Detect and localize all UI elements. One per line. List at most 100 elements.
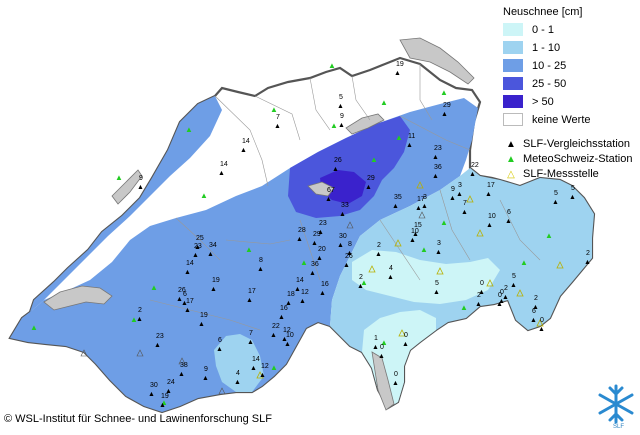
station-value-label: 23 [194, 243, 202, 250]
station-value-label: 24 [167, 379, 175, 386]
slf-station-triangle-icon: ▲ [234, 379, 241, 386]
slf-station-triangle-icon: ▲ [510, 282, 517, 289]
slf-station-triangle-icon: ▲ [432, 173, 439, 180]
svg-text:▲: ▲ [460, 303, 468, 312]
slf-station-triangle-icon: ▲ [338, 122, 345, 129]
zone-0-1-central [352, 250, 500, 304]
legend-label: 1 - 10 [532, 41, 561, 54]
station-value-label: 33 [341, 202, 349, 209]
station-value-label: 29 [313, 231, 321, 238]
slf-measuring-points-dark [80, 211, 426, 395]
station-value-label: 2 [377, 242, 381, 249]
legend-class-no-values: keine Werte [503, 112, 591, 127]
station-value-label: 4 [236, 370, 240, 377]
station-value-label: 14 [296, 277, 304, 284]
station-value-label: 19 [212, 277, 220, 284]
station-value-label: 30 [150, 382, 158, 389]
slf-station-triangle-icon: ▲ [392, 380, 399, 387]
slf-station-triangle-icon: ▲ [210, 286, 217, 293]
station-value-label: 67 [327, 187, 335, 194]
station-value-label: 10 [488, 213, 496, 220]
station-value-label: 14 [220, 161, 228, 168]
legend-swatch [503, 77, 523, 90]
svg-text:▲: ▲ [420, 245, 428, 254]
station-value-label: 36 [434, 164, 442, 171]
legend-class-0-1: 0 - 1 [503, 22, 554, 37]
station-value-label: 7 [276, 114, 280, 121]
slf-station-triangle-icon: ▲ [216, 346, 223, 353]
station-value-label: 23 [319, 220, 327, 227]
station-value-label: 2 [477, 292, 481, 299]
slf-station-triangle-icon: ▲ [502, 294, 509, 301]
svg-text:▲: ▲ [380, 338, 388, 347]
black-triangle-icon: ▲ [506, 138, 516, 150]
svg-text:▲: ▲ [115, 173, 123, 182]
legend-class-1-10: 1 - 10 [503, 40, 560, 55]
station-value-label: 14 [242, 138, 250, 145]
station-value-label: 29 [443, 102, 451, 109]
slf-station-triangle-icon: ▲ [270, 332, 277, 339]
station-value-label: 2 [534, 295, 538, 302]
station-value-label: 2 [359, 274, 363, 281]
station-value-label: 9 [451, 186, 455, 193]
slf-station-triangle-icon: ▲ [538, 326, 545, 333]
slf-station-triangle-icon: ▲ [456, 191, 463, 198]
legend-class-over-50: > 50 [503, 94, 554, 109]
slf-station-triangle-icon: ▲ [402, 341, 409, 348]
svg-text:▲: ▲ [360, 278, 368, 287]
slf-station-triangle-icon: ▲ [433, 289, 440, 296]
station-value-label: 26 [345, 253, 353, 260]
slf-station-triangle-icon: ▲ [332, 166, 339, 173]
station-value-label: 3 [458, 182, 462, 189]
slf-station-triangle-icon: ▲ [337, 103, 344, 110]
slf-station-triangle-icon: ▲ [357, 283, 364, 290]
slf-station-triangle-icon: ▲ [532, 304, 539, 311]
station-value-label: 34 [209, 242, 217, 249]
station-value-label: 5 [554, 190, 558, 197]
slf-station-triangle-icon: ▲ [409, 237, 416, 244]
slf-station-triangle-icon: ▲ [486, 222, 493, 229]
slf-station-triangle-icon: ▲ [421, 203, 428, 210]
slf-station-triangle-icon: ▲ [485, 191, 492, 198]
station-value-label: 14 [186, 260, 194, 267]
station-value-label: 7 [249, 330, 253, 337]
legend-label: > 50 [532, 95, 554, 108]
lake-constance [399, 37, 475, 85]
slf-station-triangle-icon: ▲ [505, 218, 512, 225]
legend-swatch [503, 95, 523, 108]
station-value-label: 0 [480, 280, 484, 287]
legend-class-10-25: 10 - 25 [503, 58, 566, 73]
station-value-label: 6 [183, 291, 187, 298]
slf-station-triangle-icon: ▲ [299, 298, 306, 305]
slf-station-triangle-icon: ▲ [284, 341, 291, 348]
station-value-label: 16 [321, 281, 329, 288]
slf-station-triangle-icon: ▲ [406, 142, 413, 149]
slf-station-triangle-icon: ▲ [365, 184, 372, 191]
station-value-label: 0 [500, 289, 504, 296]
station-value-label: 11 [408, 133, 415, 140]
slf-station-triangle-icon: ▲ [412, 231, 419, 238]
legend-label: MeteoSchweiz-Station [523, 153, 633, 165]
station-value-label: 2 [138, 307, 142, 314]
station-value-label: 8 [259, 257, 263, 264]
station-value-label: 15 [414, 222, 422, 229]
green-triangle-icon: ▲ [506, 153, 516, 165]
station-value-label: 35 [394, 194, 402, 201]
lake-neuchatel [111, 169, 143, 205]
station-value-label: 8 [348, 241, 352, 248]
slf-station-triangle-icon: ▲ [202, 375, 209, 382]
slf-station-triangle-icon: ▲ [246, 297, 253, 304]
slf-station-triangle-icon: ▲ [317, 229, 324, 236]
slf-station-triangle-icon: ▲ [281, 336, 288, 343]
slf-station-triangle-icon: ▲ [247, 339, 254, 346]
slf-station-triangle-icon: ▲ [218, 170, 225, 177]
station-value-label: 5 [339, 94, 343, 101]
zone-0-1-valais [214, 334, 264, 392]
svg-text:▲: ▲ [185, 125, 193, 134]
slf-station-triangle-icon: ▲ [296, 236, 303, 243]
legend-meteoswiss-station: ▲ MeteoSchweiz-Station [505, 153, 632, 165]
slf-station-triangle-icon: ▲ [154, 342, 161, 349]
slf-station-triangle-icon: ▲ [461, 209, 468, 216]
station-value-label: 0 [498, 292, 502, 299]
station-value-label: 2 [504, 285, 508, 292]
